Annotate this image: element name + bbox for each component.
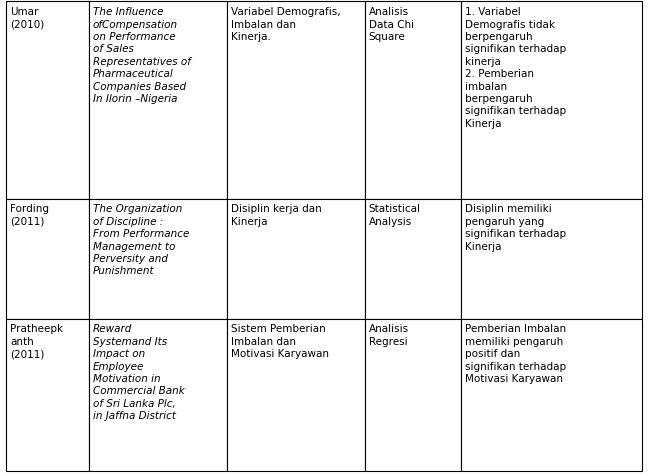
Polygon shape	[89, 319, 227, 471]
Polygon shape	[89, 199, 227, 319]
Text: Disiplin kerja dan
Kinerja: Disiplin kerja dan Kinerja	[231, 204, 321, 227]
Text: Reward
Systemand Its
Impact on
Employee
Motivation in
Commercial Bank
of Sri Lan: Reward Systemand Its Impact on Employee …	[93, 324, 185, 420]
Text: 1. Variabel
Demografis tidak
berpengaruh
signifikan terhadap
kinerja
2. Pemberia: 1. Variabel Demografis tidak berpengaruh…	[465, 7, 566, 129]
Text: Pemberian Imbalan
memiliki pengaruh
positif dan
signifikan terhadap
Motivasi Kar: Pemberian Imbalan memiliki pengaruh posi…	[465, 324, 566, 383]
Text: Pratheepk
anth
(2011): Pratheepk anth (2011)	[10, 324, 64, 358]
Text: The Organization
of Discipline :
From Performance
Management to
Perversity and
P: The Organization of Discipline : From Pe…	[93, 204, 189, 276]
Text: Statistical
Analysis: Statistical Analysis	[369, 204, 421, 227]
Polygon shape	[227, 199, 365, 319]
Polygon shape	[6, 199, 89, 319]
Polygon shape	[365, 2, 461, 199]
Text: Umar
(2010): Umar (2010)	[10, 7, 45, 30]
Polygon shape	[227, 319, 365, 471]
Polygon shape	[461, 319, 642, 471]
Polygon shape	[461, 2, 642, 199]
Text: Fording
(2011): Fording (2011)	[10, 204, 49, 227]
Text: Sistem Pemberian
Imbalan dan
Motivasi Karyawan: Sistem Pemberian Imbalan dan Motivasi Ka…	[231, 324, 329, 358]
Polygon shape	[89, 2, 227, 199]
Polygon shape	[6, 2, 89, 199]
Text: Analisis
Data Chi
Square: Analisis Data Chi Square	[369, 7, 414, 42]
Polygon shape	[461, 199, 642, 319]
Text: Disiplin memiliki
pengaruh yang
signifikan terhadap
Kinerja: Disiplin memiliki pengaruh yang signifik…	[465, 204, 566, 251]
Text: The Influence
ofCompensation
on Performance
of Sales
Representatives of
Pharmace: The Influence ofCompensation on Performa…	[93, 7, 191, 104]
Polygon shape	[227, 2, 365, 199]
Polygon shape	[365, 199, 461, 319]
Polygon shape	[6, 319, 89, 471]
Text: Variabel Demografis,
Imbalan dan
Kinerja.: Variabel Demografis, Imbalan dan Kinerja…	[231, 7, 340, 42]
Text: Analisis
Regresi: Analisis Regresi	[369, 324, 409, 346]
Polygon shape	[365, 319, 461, 471]
